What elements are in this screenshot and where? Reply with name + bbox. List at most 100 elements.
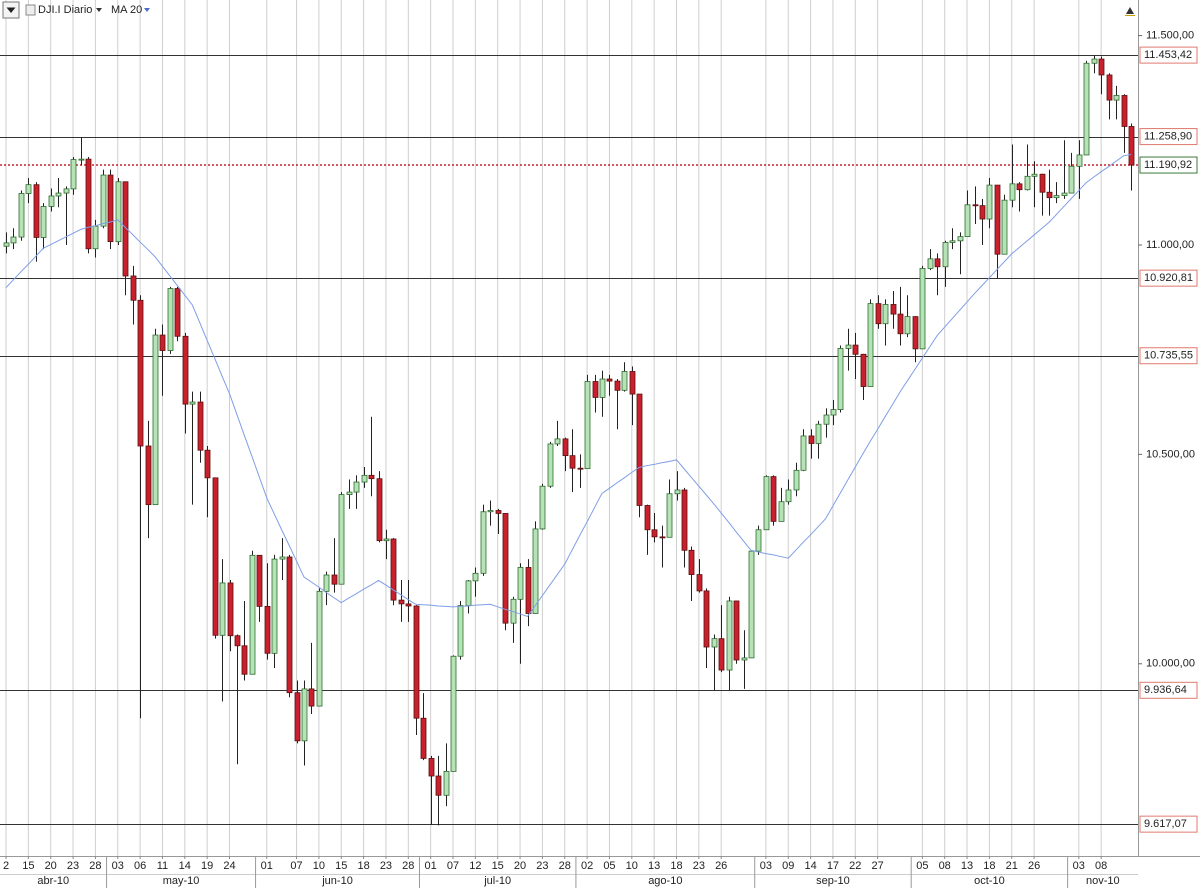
candle-body xyxy=(837,348,844,410)
candle-body xyxy=(1113,95,1120,101)
candle-body xyxy=(770,476,777,522)
candle-body xyxy=(241,645,248,675)
candle-body xyxy=(18,193,25,238)
candle-body xyxy=(897,313,904,335)
candle-body xyxy=(48,195,55,207)
candle-body xyxy=(100,174,107,227)
candle-body xyxy=(1068,165,1075,194)
x-tick-label: 21 xyxy=(1006,860,1018,872)
candle-body xyxy=(435,775,442,796)
month-label: nov-10 xyxy=(1086,875,1120,887)
candle-body xyxy=(279,556,286,560)
x-tick-label: 14 xyxy=(179,860,191,872)
candle-body xyxy=(748,550,755,659)
candle-body xyxy=(323,574,330,592)
candle-body xyxy=(1106,74,1113,101)
candle-body xyxy=(584,381,591,470)
candle-body xyxy=(964,204,971,238)
candle-body xyxy=(107,174,114,243)
candle-body xyxy=(539,485,546,530)
indicator-name[interactable]: MA 20 xyxy=(111,4,142,16)
candle-body xyxy=(338,494,345,585)
candle-body xyxy=(927,258,934,269)
candle-body xyxy=(562,438,569,457)
x-tick-label: 17 xyxy=(827,860,839,872)
x-tick-label: 09 xyxy=(782,860,794,872)
x-tick-label: 15 xyxy=(335,860,347,872)
candle-body xyxy=(882,304,889,325)
candle-body xyxy=(994,184,1001,255)
month-label: abr-10 xyxy=(37,875,69,887)
candle-body xyxy=(890,304,897,315)
x-tick-label: 22 xyxy=(849,860,861,872)
symbol-name[interactable]: DJI.I Diario xyxy=(38,4,92,16)
candle-body xyxy=(405,603,412,607)
x-tick-label: 01 xyxy=(425,860,437,872)
candle-body xyxy=(174,288,181,337)
candle-body xyxy=(554,438,561,445)
candle-body xyxy=(443,771,450,796)
candle-body xyxy=(1121,95,1128,127)
x-tick-label: 26 xyxy=(1028,860,1040,872)
candle-body xyxy=(92,225,99,250)
x-tick-label: 01 xyxy=(261,860,273,872)
candle-body xyxy=(1016,183,1023,191)
x-tick-label: 03 xyxy=(1073,860,1085,872)
candle-body xyxy=(495,510,502,514)
candle-body xyxy=(666,493,673,538)
candles xyxy=(3,55,1135,826)
candle-body xyxy=(197,401,204,451)
x-tick-label: 06 xyxy=(134,860,146,872)
corner-icon[interactable] xyxy=(1126,7,1134,14)
candle-body xyxy=(815,423,822,444)
y-tick-label: 10.500,00 xyxy=(1146,448,1195,460)
candle-body xyxy=(547,443,554,487)
candle-body xyxy=(793,469,800,491)
x-tick-label: 24 xyxy=(223,860,235,872)
candle-body xyxy=(137,299,144,447)
x-tick-label: 18 xyxy=(983,860,995,872)
candle-body xyxy=(227,582,234,637)
x-tick-label: 28 xyxy=(402,860,414,872)
symbol-dropdown[interactable] xyxy=(96,8,102,12)
candle-body xyxy=(957,236,964,242)
x-tick-label: 11 xyxy=(157,860,168,872)
level-label: 10.920,81 xyxy=(1144,272,1193,284)
x-tick-label: 23 xyxy=(536,860,548,872)
candle-body xyxy=(428,758,435,777)
candle-body xyxy=(145,445,152,506)
symbol-icon xyxy=(25,4,36,16)
candle-body xyxy=(1076,154,1083,167)
candle-body xyxy=(85,158,92,250)
level-label: 9.617,07 xyxy=(1144,818,1187,830)
x-tick-label: 05 xyxy=(916,860,928,872)
candle-body xyxy=(1046,191,1053,199)
level-label: 11.453,42 xyxy=(1144,49,1192,61)
candle-body xyxy=(621,371,628,391)
x-tick-label: 14 xyxy=(804,860,816,872)
candle-body xyxy=(450,655,457,772)
candle-body xyxy=(480,511,487,574)
candle-body xyxy=(763,476,770,531)
x-tick-label: 28 xyxy=(559,860,571,872)
candle-body xyxy=(457,605,464,657)
candle-body xyxy=(264,606,271,654)
indicator-dropdown[interactable] xyxy=(144,8,150,12)
candle-body xyxy=(152,334,159,506)
x-tick-label: 20 xyxy=(45,860,57,872)
x-tick-label: 26 xyxy=(715,860,727,872)
x-tick-label: 23 xyxy=(380,860,392,872)
last-price-label: 11.190,92 xyxy=(1144,159,1192,171)
x-tick-label: 03 xyxy=(760,860,772,872)
candle-body xyxy=(599,378,606,398)
x-tick-label: 13 xyxy=(961,860,973,872)
candle-body xyxy=(852,344,859,355)
x-tick-label: 07 xyxy=(290,860,302,872)
candle-body xyxy=(688,549,695,575)
candle-body xyxy=(592,381,599,398)
candle-body xyxy=(674,489,681,495)
candle-body xyxy=(718,638,725,671)
x-tick-label: 23 xyxy=(693,860,705,872)
candle-body xyxy=(346,491,353,495)
